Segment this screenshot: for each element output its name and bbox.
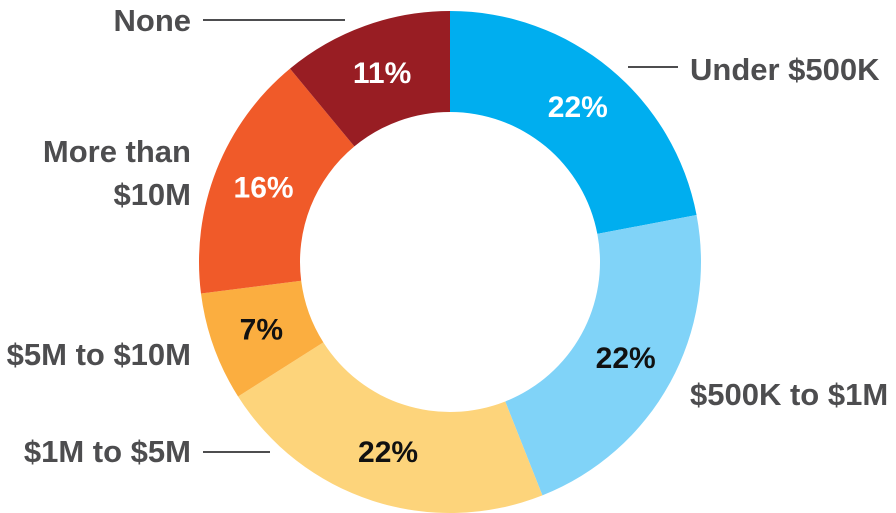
category-label-more-than-10m-line-1: More than <box>43 134 191 169</box>
category-label-5m-to-10m: $5M to $10M <box>7 337 191 372</box>
category-label-none: None <box>114 3 192 38</box>
slice-none <box>290 11 450 147</box>
leader-lines <box>203 19 678 453</box>
category-label-1m-to-5m: $1M to $5M <box>24 434 191 469</box>
value-label-under-500k: 22% <box>548 91 608 124</box>
donut-slices <box>199 11 701 513</box>
value-label-none: 11% <box>353 57 411 90</box>
slice-1m-to-5m <box>238 342 543 513</box>
value-labels: 22% 22% 22% 7% 16% 11% <box>234 57 656 469</box>
category-label-under-500k: Under $500K <box>690 52 880 87</box>
category-label-more-than-10m-line-2: $10M <box>113 177 191 212</box>
slice-more-than-10m <box>199 68 355 294</box>
value-label-1m-to-5m: 22% <box>358 436 418 469</box>
slice-5m-to-10m <box>200 280 324 397</box>
value-label-5m-to-10m: 7% <box>240 313 283 346</box>
slice-500k-to-1m <box>505 214 701 496</box>
value-label-more-than-10m: 16% <box>234 172 294 205</box>
slice-under-500k <box>450 11 697 234</box>
value-label-500k-to-1m: 22% <box>596 342 656 375</box>
category-label-500k-to-1m: $500K to $1M <box>690 377 888 412</box>
category-labels: Under $500K $500K to $1M $1M to $5M $5M to … <box>7 3 888 469</box>
